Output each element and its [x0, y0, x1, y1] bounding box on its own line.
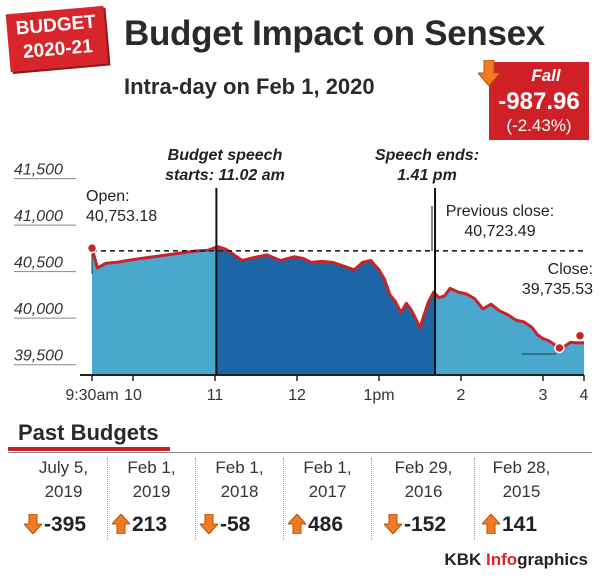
area-fill-dark — [216, 246, 436, 374]
past-budget-item: Feb 1, 2017 486 — [284, 456, 371, 536]
chart-svg: 41,500 41,000 40,500 40,000 39,500 9:30am 10 1… — [14, 162, 589, 404]
budget-badge: BUDGET 2020-21 — [5, 5, 109, 73]
past-budget-item: Feb 28, 2015 141 — [478, 456, 565, 536]
y-tick-label: 40,500 — [14, 255, 63, 272]
up-arrow-icon — [286, 513, 308, 535]
close-annotation: Close: 39,735.53 — [497, 260, 593, 300]
page-title: Budget Impact on Sensex — [124, 14, 545, 53]
close-label: Close: — [547, 261, 593, 278]
past-budget-change: 141 — [480, 513, 538, 537]
fall-label: Fall — [531, 66, 561, 85]
past-budget-date-line2: 2019 — [44, 482, 83, 501]
x-axis: 9:30am 10 11 12 1pm 2 3 4 — [65, 374, 589, 404]
column-divider — [371, 458, 373, 540]
close-value: 39,735.53 — [521, 281, 593, 298]
x-tick-label: 11 — [207, 387, 224, 404]
past-budget-change: 213 — [110, 513, 168, 537]
past-budget-date-line1: Feb 28, — [492, 458, 551, 477]
past-budget-date: Feb 28, 2015 — [478, 456, 565, 504]
past-budgets-underline — [8, 447, 170, 451]
down-arrow-icon — [22, 513, 44, 535]
past-budget-date-line2: 2019 — [132, 482, 171, 501]
column-divider — [283, 458, 285, 540]
page-subtitle: Intra-day on Feb 1, 2020 — [124, 74, 375, 99]
past-budget-date-line1: Feb 1, — [127, 458, 176, 477]
past-budget-change-value: 141 — [502, 513, 538, 536]
previous-close-value: 40,723.49 — [464, 223, 536, 240]
x-tick-label: 2 — [457, 387, 466, 404]
speech-end-line2: 1.41 pm — [397, 167, 457, 184]
past-budget-date-line2: 2017 — [308, 482, 347, 501]
fall-percent: (-2.43%) — [506, 116, 572, 135]
past-budget-change: 486 — [286, 513, 344, 537]
close-marker — [574, 330, 586, 341]
reference-layer — [86, 188, 586, 374]
speech-start-line1: Budget speech — [167, 147, 283, 164]
open-marker — [86, 242, 98, 254]
speech-start-line2: starts: 11.02 am — [165, 167, 285, 184]
past-budget-date-line1: Feb 29, — [394, 458, 453, 477]
up-arrow-icon — [480, 513, 502, 535]
past-budget-item: July 5, 2019 -395 — [20, 456, 107, 536]
open-value: 40,753.18 — [86, 208, 158, 225]
x-tick-label: 9:30am — [65, 387, 118, 404]
sensex-chart: 41,500 41,000 40,500 40,000 39,500 9:30am 10 1… — [0, 140, 600, 410]
column-divider — [107, 458, 109, 540]
past-budget-change-value: 486 — [308, 513, 344, 536]
x-tick-label: 3 — [539, 387, 548, 404]
past-budget-item: Feb 1, 2018 -58 — [196, 456, 283, 536]
day-low-marker — [554, 342, 565, 354]
credit-prefix: KBK — [444, 550, 486, 569]
column-divider — [195, 458, 197, 540]
up-arrow-icon — [110, 513, 132, 535]
down-arrow-icon — [198, 513, 220, 535]
past-budget-date: Feb 1, 2017 — [284, 456, 371, 504]
y-tick-label: 41,000 — [14, 208, 63, 225]
credit-highlight: Info — [485, 550, 518, 569]
past-budget-change: -152 — [382, 513, 447, 537]
open-annotation: Open: 40,753.18 — [86, 187, 157, 227]
x-tick-label: 12 — [288, 387, 306, 404]
y-axis-labels: 41,500 41,000 40,500 40,000 39,500 — [14, 162, 76, 366]
down-arrow-icon — [478, 60, 500, 86]
previous-close-label: Previous close: — [445, 203, 555, 220]
speech-end-line1: Speech ends: — [374, 147, 480, 164]
column-divider — [474, 458, 476, 540]
y-tick-label: 39,500 — [14, 348, 63, 365]
past-budgets-title: Past Budgets — [18, 420, 159, 445]
credit: KBK Infographics — [444, 550, 588, 570]
fall-value: -987.96 — [498, 88, 580, 115]
past-budget-change-value: 213 — [132, 513, 168, 536]
x-tick-label: 1pm — [363, 387, 394, 404]
x-tick-label: 4 — [580, 387, 589, 404]
past-budget-change-value: -152 — [404, 513, 447, 536]
y-tick-label: 40,000 — [14, 301, 63, 318]
past-budget-date-line1: Feb 1, — [215, 458, 264, 477]
speech-start-annotation: Budget speech starts: 11.02 am — [150, 146, 300, 186]
fall-box: Fall -987.96 (-2.43%) — [489, 62, 589, 140]
open-label: Open: — [86, 188, 130, 205]
down-arrow-icon — [382, 513, 404, 535]
past-budget-item: Feb 1, 2019 213 — [108, 456, 195, 536]
past-budget-date: Feb 1, 2018 — [196, 456, 283, 504]
past-budget-date-line2: 2016 — [404, 482, 443, 501]
past-budget-change: -395 — [22, 513, 87, 537]
past-budget-date: Feb 1, 2019 — [108, 456, 195, 504]
credit-suffix: graphics — [517, 550, 588, 569]
past-budget-date: Feb 29, 2016 — [380, 456, 467, 504]
x-tick-label: 10 — [124, 387, 142, 404]
previous-close-annotation: Previous close: 40,723.49 — [435, 202, 565, 242]
past-budget-date-line2: 2015 — [502, 482, 541, 501]
past-budget-change-value: -395 — [44, 513, 87, 536]
speech-end-annotation: Speech ends: 1.41 pm — [362, 146, 492, 186]
past-budget-date: July 5, 2019 — [20, 456, 107, 504]
past-budget-change-value: -58 — [220, 513, 251, 536]
past-budget-date-line1: July 5, — [38, 458, 89, 477]
past-budget-change: -58 — [198, 513, 251, 537]
past-budget-item: Feb 29, 2016 -152 — [380, 456, 467, 536]
past-budget-date-line2: 2018 — [220, 482, 259, 501]
past-budget-date-line1: Feb 1, — [303, 458, 352, 477]
past-budgets-rule — [8, 452, 592, 453]
y-tick-label: 41,500 — [14, 162, 63, 179]
